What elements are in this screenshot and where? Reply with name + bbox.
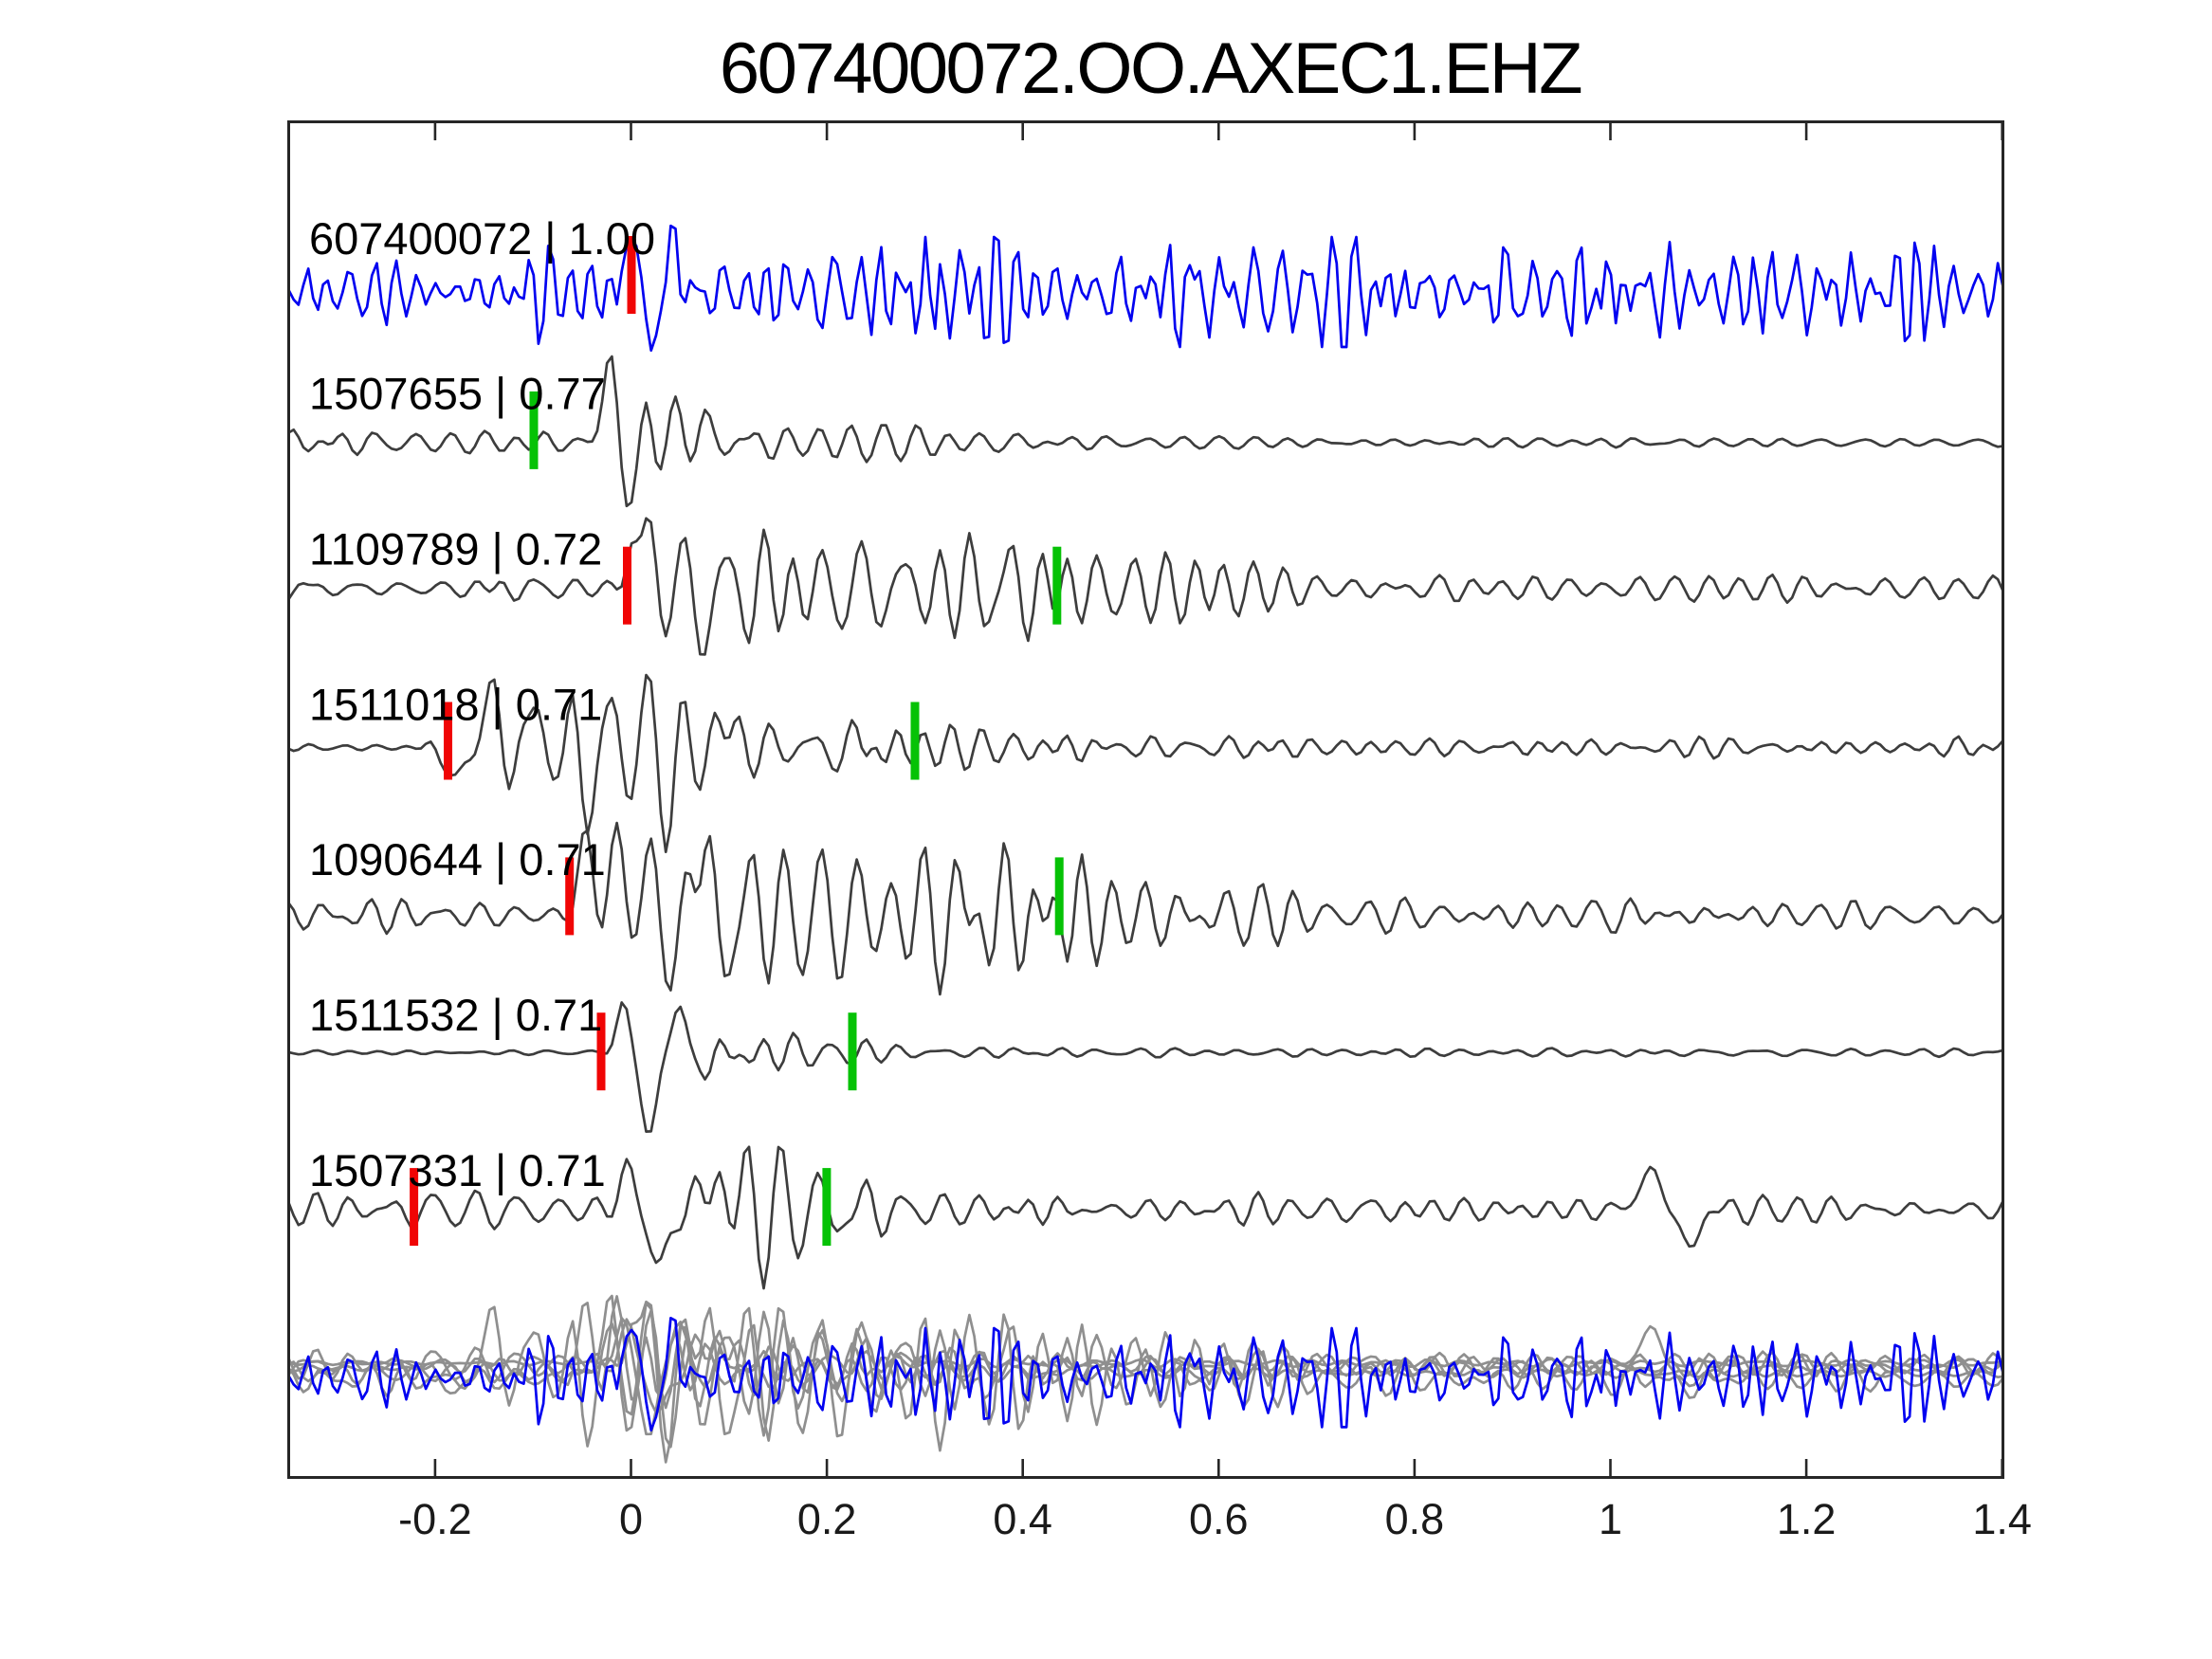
svg-text:1: 1 <box>1599 1495 1622 1543</box>
svg-text:-0.2: -0.2 <box>398 1495 472 1543</box>
svg-text:1511532 | 0.71: 1511532 | 0.71 <box>309 990 602 1040</box>
svg-text:0.2: 0.2 <box>797 1495 857 1543</box>
svg-text:0: 0 <box>619 1495 643 1543</box>
svg-text:1090644 | 0.71: 1090644 | 0.71 <box>309 834 606 884</box>
svg-text:607400072.OO.AXEC1.EHZ: 607400072.OO.AXEC1.EHZ <box>720 28 1581 109</box>
svg-text:1109789 | 0.72: 1109789 | 0.72 <box>309 524 602 574</box>
svg-text:1507331 | 0.71: 1507331 | 0.71 <box>309 1145 606 1195</box>
svg-text:607400072 | 1.00: 607400072 | 1.00 <box>309 213 655 264</box>
svg-text:1511018 | 0.71: 1511018 | 0.71 <box>309 679 602 729</box>
svg-text:1.4: 1.4 <box>1972 1495 2032 1543</box>
svg-text:0.8: 0.8 <box>1385 1495 1445 1543</box>
svg-text:0.4: 0.4 <box>993 1495 1052 1543</box>
svg-text:0.6: 0.6 <box>1189 1495 1249 1543</box>
svg-text:1.2: 1.2 <box>1777 1495 1837 1543</box>
svg-text:1507655 | 0.77: 1507655 | 0.77 <box>309 369 606 419</box>
